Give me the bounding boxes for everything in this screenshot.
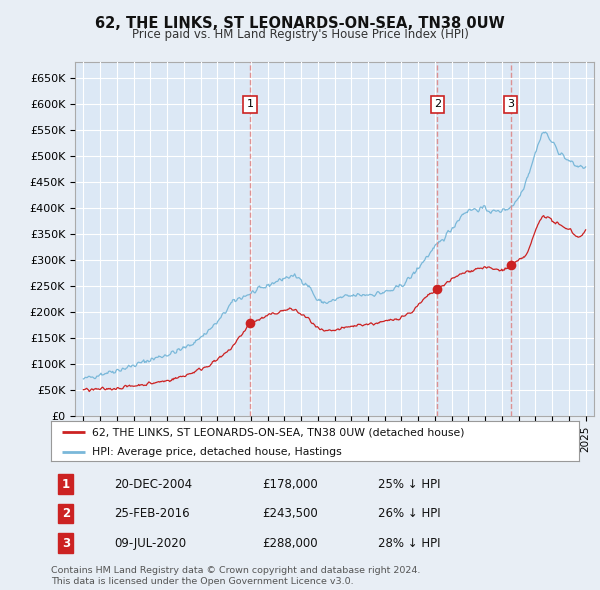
Text: 62, THE LINKS, ST LEONARDS-ON-SEA, TN38 0UW (detached house): 62, THE LINKS, ST LEONARDS-ON-SEA, TN38 … (92, 427, 464, 437)
Text: £288,000: £288,000 (262, 537, 318, 550)
Text: HPI: Average price, detached house, Hastings: HPI: Average price, detached house, Hast… (92, 447, 342, 457)
Text: 1: 1 (247, 100, 254, 109)
Text: Contains HM Land Registry data © Crown copyright and database right 2024.: Contains HM Land Registry data © Crown c… (51, 566, 421, 575)
Text: £243,500: £243,500 (262, 507, 318, 520)
Text: 2: 2 (62, 507, 70, 520)
Text: 25-FEB-2016: 25-FEB-2016 (115, 507, 190, 520)
Text: 1: 1 (62, 477, 70, 490)
Text: This data is licensed under the Open Government Licence v3.0.: This data is licensed under the Open Gov… (51, 577, 353, 586)
Text: £178,000: £178,000 (262, 477, 318, 490)
Text: 3: 3 (507, 100, 514, 109)
Text: 20-DEC-2004: 20-DEC-2004 (115, 477, 193, 490)
Text: 3: 3 (62, 537, 70, 550)
Text: 62, THE LINKS, ST LEONARDS-ON-SEA, TN38 0UW: 62, THE LINKS, ST LEONARDS-ON-SEA, TN38 … (95, 16, 505, 31)
Text: Price paid vs. HM Land Registry's House Price Index (HPI): Price paid vs. HM Land Registry's House … (131, 28, 469, 41)
Text: 2: 2 (434, 100, 441, 109)
Text: 28% ↓ HPI: 28% ↓ HPI (379, 537, 441, 550)
Text: 09-JUL-2020: 09-JUL-2020 (115, 537, 187, 550)
Text: 25% ↓ HPI: 25% ↓ HPI (379, 477, 441, 490)
Text: 26% ↓ HPI: 26% ↓ HPI (379, 507, 441, 520)
